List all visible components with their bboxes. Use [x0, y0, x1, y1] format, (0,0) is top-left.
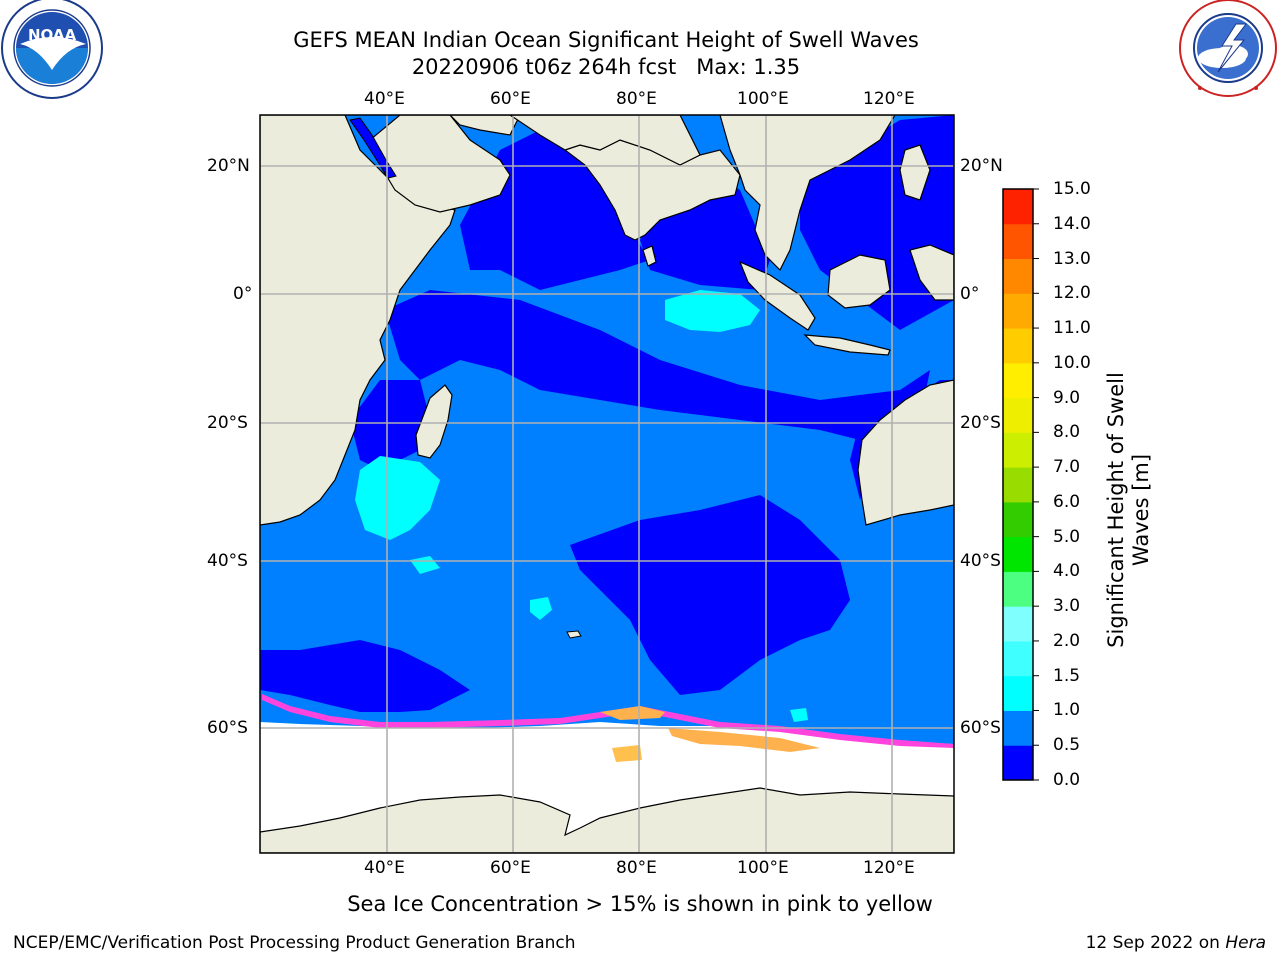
lat-label-right: 20°N [960, 156, 1003, 176]
lon-label-top: 80°E [616, 89, 657, 109]
colorbar-segment [1003, 745, 1033, 781]
colorbar-tick-label: 2.0 [1053, 630, 1081, 651]
colorbar-frame [1002, 188, 1034, 781]
sea-ice-note: Sea Ice Concentration > 15% is shown in … [347, 892, 933, 916]
sea-ice-edge [262, 694, 954, 762]
colorbar-tick-label: 7.0 [1053, 457, 1081, 478]
footer-machine: Hera [1225, 933, 1266, 953]
colorbar-tick-label: 1.0 [1053, 700, 1081, 721]
colorbar-tick-label: 11.0 [1053, 318, 1091, 339]
colorbar-segment [1003, 536, 1033, 572]
noaa-logo: NOAA [1, 0, 103, 99]
colorbar-tick-label: 0.0 [1053, 770, 1081, 790]
lat-label-left: 0° [233, 284, 253, 304]
australia [857, 379, 954, 526]
lat-label-right: 60°S [960, 718, 1001, 738]
colorbar-tick-label: 12.0 [1053, 283, 1091, 304]
colorbar-segment [1003, 293, 1033, 329]
colorbar-tick-label: 15.0 [1053, 179, 1091, 199]
colorbar-tick-label: 1.5 [1053, 665, 1081, 686]
colorbar-tick-label: 10.0 [1053, 352, 1091, 373]
colorbar-tick-label: 3.0 [1053, 596, 1081, 617]
colorbar-tick-label: 0.5 [1053, 735, 1081, 756]
gridlines [260, 115, 954, 853]
lat-label-left: 40°S [207, 551, 248, 571]
colorbar-segment [1003, 328, 1033, 364]
lon-label-bottom: 100°E [737, 858, 789, 878]
lon-label-bottom: 120°E [863, 858, 915, 878]
lat-label-right: 0° [960, 284, 980, 304]
sumatra [738, 260, 816, 331]
colorbar-segment [1003, 606, 1033, 642]
map-area [260, 115, 954, 853]
antarctica [260, 787, 954, 853]
footer-date: 12 Sep 2022 on Hera [1086, 933, 1266, 953]
lat-label-left: 20°N [207, 156, 250, 176]
colorbar-segment [1003, 467, 1033, 503]
colorbar-segment [1003, 501, 1033, 538]
footer-credit: NCEP/EMC/Verification Post Processing Pr… [13, 933, 576, 953]
lon-label-top: 100°E [737, 89, 789, 109]
colorbar-tick-label: 6.0 [1053, 491, 1081, 512]
colorbar-title-line1: Significant Height of Swell [1104, 372, 1128, 648]
colorbar-tick-label: 8.0 [1053, 422, 1081, 443]
lon-label-top: 40°E [364, 89, 405, 109]
colorbar-segment [1003, 397, 1033, 433]
sulawesi [909, 244, 954, 301]
philippines [899, 144, 931, 201]
nws-logo [1179, 0, 1277, 97]
iran [449, 115, 521, 136]
map-title: GEFS MEAN Indian Ocean Significant Heigh… [293, 28, 919, 52]
colorbar-tick-label: 5.0 [1053, 526, 1081, 547]
java [803, 334, 891, 356]
colorbar-segment [1003, 640, 1033, 677]
colorbar-segment [1003, 675, 1033, 711]
lat-label-left: 20°S [207, 413, 248, 433]
colorbar-title: Significant Height of Swell Waves [m] [1104, 300, 1154, 720]
indochina [719, 115, 896, 272]
colorbar-segment [1003, 223, 1033, 260]
footer-date-text: 12 Sep 2022 on [1085, 933, 1220, 953]
colorbar-title-line2: Waves [m] [1129, 453, 1153, 567]
colorbar-segment [1003, 189, 1033, 225]
colorbar-segment [1003, 258, 1033, 294]
lon-label-top: 60°E [490, 89, 531, 109]
lon-label-bottom: 40°E [364, 858, 405, 878]
colorbar-segment [1003, 432, 1033, 468]
sri-lanka [642, 245, 657, 267]
lon-label-bottom: 60°E [490, 858, 531, 878]
lon-label-top: 120°E [863, 89, 915, 109]
colorbar-tick-label: 14.0 [1053, 213, 1091, 234]
colorbar [1002, 188, 1039, 781]
lon-label-bottom: 80°E [616, 858, 657, 878]
lat-label-left: 60°S [207, 718, 248, 738]
colorbar-tick-label: 4.0 [1053, 561, 1081, 582]
lat-label-right: 40°S [960, 551, 1001, 571]
madagascar [415, 384, 453, 459]
kerguelen-island [566, 630, 582, 639]
asia-north [508, 115, 701, 166]
colorbar-tick-label: 13.0 [1053, 248, 1091, 269]
colorbar-segment [1003, 362, 1033, 399]
colorbar-segment [1003, 571, 1033, 607]
map-frame [259, 114, 955, 854]
map-subtitle: 20220906 t06z 264h fcst Max: 1.35 [411, 55, 801, 79]
lat-label-right: 20°S [960, 413, 1001, 433]
colorbar-tick-label: 9.0 [1053, 387, 1081, 408]
colorbar-segment [1003, 710, 1033, 746]
noaa-logo-label: NOAA [28, 26, 77, 44]
